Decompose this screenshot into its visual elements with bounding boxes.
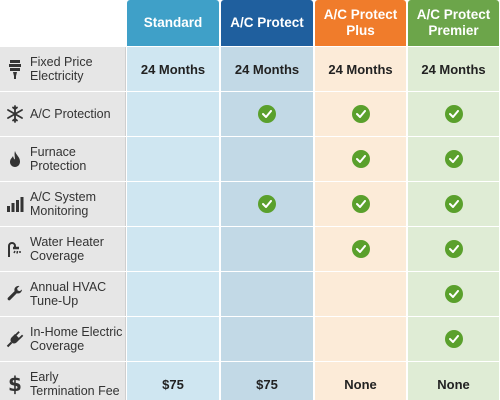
plan-header-label: Standard [143,15,203,30]
flame-icon [6,148,24,170]
check-icon [351,150,370,168]
feature-label: A/C System Monitoring [30,190,96,218]
snowflake-icon [6,103,24,125]
table-cell [127,317,219,361]
feature-water-heater-coverage: Water Heater Coverage [0,227,126,271]
table-cell [221,92,313,136]
plan-header-label: A/C Protect [230,15,304,30]
table-cell [315,227,406,271]
table-cell [315,182,406,226]
table-cell [315,137,406,181]
feature-label: A/C Protection [30,107,111,121]
table-cell [127,272,219,316]
feature-in-home-electric-coverage: In-Home Electric Coverage [0,317,126,361]
table-cell: $75 [221,362,313,400]
table-cell [408,272,499,316]
check-icon [444,285,463,303]
table-cell [408,317,499,361]
feature-early-termination-fee: $ Early Termination Fee [0,362,126,400]
table-cell [221,227,313,271]
cell-value: $75 [162,376,184,392]
table-cell [127,92,219,136]
cell-value: None [344,376,377,392]
cell-value: 24 Months [328,61,393,77]
feature-label: Early Termination Fee [30,370,120,398]
table-cell: $75 [127,362,219,400]
feature-label: Furnace Protection [30,145,87,173]
feature-a-c-system-monitoring: A/C System Monitoring [0,182,126,226]
cell-value: 24 Months [234,61,300,77]
feature-fixed-price-electricity: Fixed Price Electricity [0,47,126,91]
table-cell: 24 Months [127,47,219,91]
feature-label: Water Heater Coverage [30,235,104,263]
shower-icon [6,238,24,260]
feature-furnace-protection: Furnace Protection [0,137,126,181]
check-icon [351,105,370,123]
wrench-icon [6,283,24,305]
table-cell [315,92,406,136]
feature-a-c-protection: A/C Protection [0,92,126,136]
table-cell [315,272,406,316]
cell-value: 24 Months [421,61,486,77]
check-icon [258,195,276,213]
plug-icon [6,58,24,80]
table-cell: None [315,362,406,400]
feature-label: In-Home Electric Coverage [30,325,123,353]
bar-chart-icon [6,193,24,215]
table-cell [408,182,499,226]
cell-value: None [437,376,470,392]
plan-header-standard: Standard [127,0,219,46]
plan-header-a-c-protect-plus: A/C Protect Plus [315,0,406,46]
table-cell [408,92,499,136]
check-icon [444,330,463,348]
check-icon [444,195,463,213]
table-cell [127,182,219,226]
table-cell [408,137,499,181]
check-icon [258,105,276,123]
check-icon [444,150,463,168]
table-cell [127,137,219,181]
table-cell [315,317,406,361]
dollar-icon: $ [6,373,24,395]
plan-header-label: A/C Protect Plus [323,7,398,38]
cell-value: $75 [256,376,278,392]
plan-header-a-c-protect-premier: A/C Protect Premier [408,0,499,46]
electric-plug-icon [6,328,24,350]
table-cell: None [408,362,499,400]
svg-text:$: $ [8,373,22,395]
table-cell [221,317,313,361]
plan-header-label: A/C Protect Premier [416,7,491,38]
table-cell [221,137,313,181]
table-cell [221,272,313,316]
table-cell [221,182,313,226]
table-cell [408,227,499,271]
cell-value: 24 Months [140,61,206,77]
table-cell: 24 Months [315,47,406,91]
check-icon [444,240,463,258]
table-corner [0,0,126,46]
feature-label: Annual HVAC Tune-Up [30,280,107,308]
table-cell: 24 Months [221,47,313,91]
check-icon [351,195,370,213]
feature-label: Fixed Price Electricity [30,55,93,83]
plan-header-a-c-protect: A/C Protect [221,0,313,46]
table-cell [127,227,219,271]
check-icon [444,105,463,123]
table-cell: 24 Months [408,47,499,91]
check-icon [351,240,370,258]
feature-annual-hvac-tune-up: Annual HVAC Tune-Up [0,272,126,316]
